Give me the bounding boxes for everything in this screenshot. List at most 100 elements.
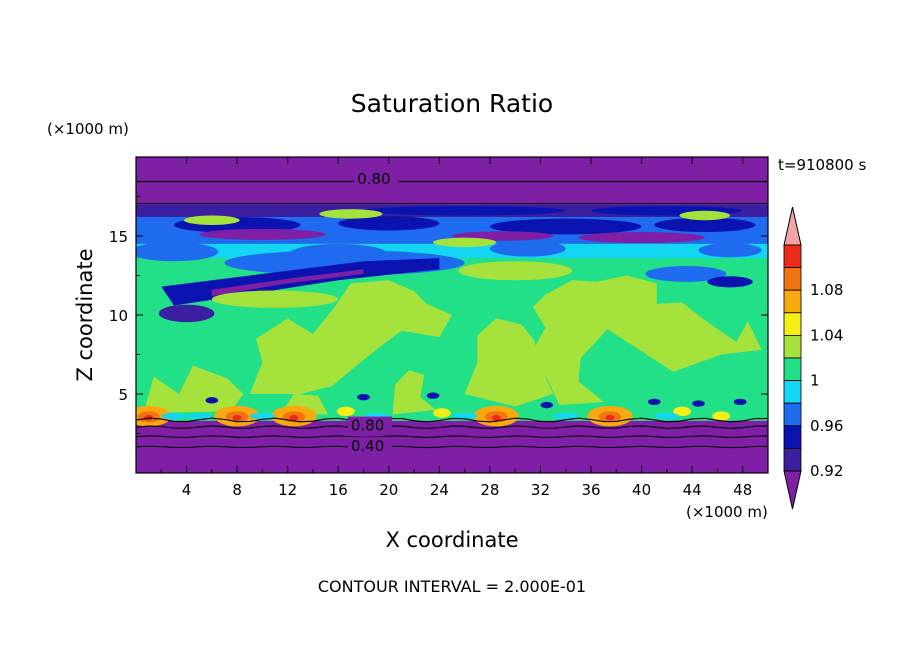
colorbar-cell — [783, 425, 802, 449]
colorbar-cell — [783, 244, 802, 269]
y-tick-label: 5 — [118, 386, 128, 404]
field-blue-patch — [489, 240, 566, 257]
colorbar-cell — [783, 267, 802, 291]
colorbar-cell — [783, 402, 802, 427]
colorbar: 0.92 0.96 1 1.04 1.08 — [783, 206, 843, 510]
field-dark-blue-streak — [489, 218, 642, 235]
field-cyan-speck — [654, 412, 680, 420]
contour-label-bg — [354, 170, 399, 186]
contour-interval-footer: CONTOUR INTERVAL = 2.000E-01 — [318, 577, 586, 596]
contour-label-bg — [347, 437, 392, 453]
colorbar-cell — [783, 380, 802, 404]
y-axis: 5 10 15 — [109, 196, 768, 434]
colorbar-cell — [783, 334, 802, 359]
field-dark-lens — [158, 304, 215, 323]
x-tick-label: 44 — [683, 481, 702, 499]
contour-line-0.40 — [136, 445, 768, 449]
field-cyan-speck — [186, 412, 212, 420]
colorbar-cell — [783, 312, 802, 336]
contour-label: 0.40 — [351, 437, 384, 455]
field-blue-speck — [540, 401, 554, 409]
colorbar-level-label: 0.96 — [810, 417, 843, 435]
colorbar-cell — [783, 447, 802, 472]
field-green-wisp — [679, 210, 731, 221]
field-supersaturated-core — [605, 414, 615, 421]
colorbar-level-label: 1.04 — [810, 326, 843, 344]
field-dark-blue-streak — [654, 217, 756, 233]
field-purple-streak — [578, 232, 705, 244]
field-yellow-spot — [712, 411, 731, 421]
colorbar-top-triangle — [783, 206, 802, 246]
colorbar-cell — [783, 289, 802, 314]
x-tick-label: 32 — [531, 481, 550, 499]
field-dark-blue-streak — [363, 205, 566, 216]
field-blue-speck — [733, 398, 747, 406]
field-moist-plume-2 — [464, 318, 554, 407]
contour-line-surface-edge — [136, 417, 768, 423]
field-cyan-speck — [553, 412, 579, 420]
field-yellow-spot — [673, 406, 691, 417]
field-purple-streak — [199, 228, 326, 240]
y-tick-label: 10 — [109, 307, 128, 325]
field-supersaturated-core — [491, 414, 501, 421]
x-tick-label: 12 — [278, 481, 297, 499]
field-upper-dry-band — [136, 157, 768, 205]
colorbar-level-label: 1 — [810, 372, 820, 390]
x-tick-label: 36 — [581, 481, 600, 499]
y-tick-label: 15 — [109, 228, 128, 246]
x-tick-label: 48 — [733, 481, 752, 499]
x-tick-label: 16 — [329, 481, 348, 499]
x-unit-label: (×1000 m) — [686, 503, 768, 521]
field-green-wisp — [319, 209, 383, 219]
contour-lines — [136, 180, 768, 449]
field-blue-speck — [205, 397, 219, 404]
y-axis-label: Z coordinate — [73, 248, 97, 381]
field-moist-plume-1 — [249, 280, 452, 394]
x-axis: 4 8 12 16 20 24 28 32 36 40 44 48 — [160, 157, 752, 499]
contour-line-0.60 — [136, 435, 768, 438]
field-dark-lens — [707, 276, 753, 288]
field-moist-plume-3 — [530, 275, 762, 406]
field-green-wisp — [433, 237, 497, 248]
field-green-lens — [458, 261, 573, 281]
field-supersaturated-core — [232, 414, 242, 421]
colorbar-bottom-triangle — [783, 470, 802, 510]
x-tick-label: 24 — [430, 481, 449, 499]
time-label: t=910800 s — [778, 156, 866, 174]
field-moist-plume-4 — [143, 365, 244, 413]
contour-line-0.80-lower — [136, 425, 768, 429]
x-tick-label: 28 — [480, 481, 499, 499]
x-tick-label: 4 — [182, 481, 192, 499]
colorbar-cell — [783, 357, 802, 382]
field-cyan-speck — [452, 412, 478, 420]
x-axis-label: X coordinate — [385, 528, 518, 552]
contour-label: 0.80 — [357, 170, 390, 188]
x-tick-label: 40 — [632, 481, 651, 499]
field-blue-speck — [426, 392, 440, 399]
field-green-lens — [211, 290, 339, 308]
field-blue-speck — [647, 398, 661, 406]
contour-label-bg — [347, 416, 392, 432]
field-moist-plume-5 — [392, 370, 436, 415]
contour-field — [136, 157, 768, 473]
colorbar-level-label: 1.08 — [810, 281, 843, 299]
field-supersaturated-core — [289, 414, 299, 421]
field-blue-lens — [645, 266, 727, 282]
field-blue-patch — [698, 243, 762, 258]
field-green-wisp — [184, 215, 240, 225]
contour-labels: 0.80 0.80 0.40 — [347, 170, 399, 455]
field-cyan-speck — [249, 412, 276, 420]
contour-label: 0.80 — [351, 417, 384, 435]
field-cyan-speck — [161, 412, 187, 420]
field-dark-blue-streak — [338, 216, 440, 231]
field-blue-speck — [692, 400, 705, 407]
chart-title: Saturation Ratio — [351, 89, 553, 118]
y-unit-label: (×1000 m) — [47, 120, 129, 138]
x-tick-label: 20 — [379, 481, 398, 499]
colorbar-level-label: 0.92 — [810, 462, 843, 480]
field-yellow-spot — [433, 408, 451, 418]
x-tick-label: 8 — [232, 481, 242, 499]
field-blue-speck — [357, 394, 370, 401]
field-slanted-core — [211, 269, 364, 296]
